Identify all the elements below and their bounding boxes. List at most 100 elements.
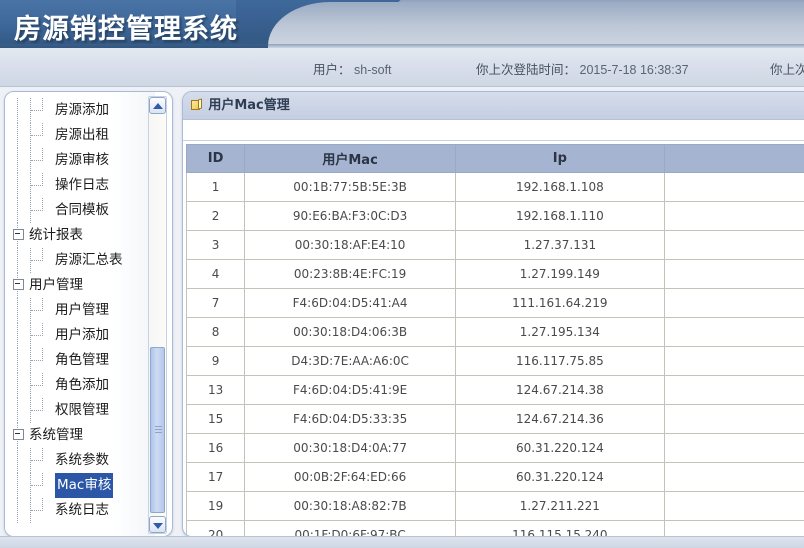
tree-line xyxy=(17,98,18,123)
cell-id: 20 xyxy=(185,520,246,536)
cell-name: 林东代 xyxy=(663,288,804,318)
table-row[interactable]: 400:23:8B:4E:FC:191.27.199.149公司客 xyxy=(185,259,804,289)
table-row[interactable]: 300:30:18:AF:E4:101.27.37.131宝石房产 xyxy=(185,230,804,260)
sidebar-item-6[interactable]: 统计报表 xyxy=(5,223,155,248)
cell-ip: 60.31.220.124 xyxy=(454,462,665,492)
cell-mac: F4:6D:04:D5:33:35 xyxy=(244,404,456,434)
tree-line xyxy=(42,398,43,411)
sidebar-item-15[interactable]: 系统参数 xyxy=(5,448,155,473)
tree-line xyxy=(42,148,43,161)
tree-line xyxy=(30,448,31,473)
cell-mac: 00:30:18:AF:E4:10 xyxy=(244,230,456,260)
sidebar-item-label: 系统日志 xyxy=(55,502,109,518)
chevron-up-icon xyxy=(153,103,163,109)
tree-line xyxy=(31,160,41,161)
column-header-mac[interactable]: 用户Mac xyxy=(244,144,456,173)
app-banner: 房源销控管理系统 xyxy=(0,0,804,48)
sidebar-item-17[interactable]: 系统日志 xyxy=(5,498,155,523)
sidebar-item-label: Mac审核 xyxy=(55,473,114,498)
tree-line xyxy=(42,198,43,211)
column-header-name[interactable] xyxy=(663,144,804,173)
table-body: 100:1B:77:5B:5E:3B192.168.1.108圣豪290:E6:… xyxy=(185,172,804,536)
column-header-ip[interactable]: Ip xyxy=(454,144,665,173)
cell-mac: F4:6D:04:D5:41:9E xyxy=(244,375,456,405)
cell-mac: 00:30:18:D4:0A:77 xyxy=(244,433,456,463)
tree-line xyxy=(30,173,31,198)
collapse-icon[interactable] xyxy=(13,229,24,240)
mac-table: ID 用户Mac Ip 1 00:1B:77:5B:5E:3B 192.168.1.… xyxy=(185,144,804,536)
tree-line xyxy=(31,110,41,111)
column-header-id[interactable]: ID xyxy=(185,144,246,173)
cell-name: 克旗客户 xyxy=(663,346,804,376)
sidebar-item-12[interactable]: 角色添加 xyxy=(5,373,155,398)
tree-line xyxy=(30,398,31,423)
tree-line xyxy=(30,148,31,173)
cell-ip: 1.27.211.221 xyxy=(454,491,665,521)
sidebar-item-1[interactable]: 房源添加 xyxy=(5,98,155,123)
tree-line xyxy=(17,348,18,373)
sidebar-item-14[interactable]: 系统管理 xyxy=(5,423,155,448)
cell-name: 公司 xyxy=(663,317,804,347)
last-login-info-secondary: 你上次 xyxy=(770,63,804,77)
panel-title: 用户Mac管理 xyxy=(208,98,290,113)
tree-line xyxy=(31,135,41,136)
collapse-icon[interactable] xyxy=(13,429,24,440)
app-title: 房源销控管理系统 xyxy=(14,14,238,45)
cell-mac: 00:1F:D0:6F:97:BC xyxy=(244,520,456,536)
tree-line xyxy=(17,398,18,423)
panel-title-bar: 用户Mac管理 xyxy=(183,92,804,120)
user-info-bar: 用户： sh-soft 你上次登陆时间： 2015-7-18 16:38:37 … xyxy=(0,48,804,87)
tree-line xyxy=(30,323,31,348)
sidebar-panel: 房源添加 房源出租 房源审核 操作日志 合同模板 统计报表 房源汇总表 用户管理 用户管理 用户添… xyxy=(4,91,173,537)
tree-line xyxy=(31,185,41,186)
collapse-icon[interactable] xyxy=(13,279,24,290)
table-row[interactable]: 800:30:18:D4:06:3B1.27.195.134公司 xyxy=(185,317,804,347)
tree-line xyxy=(30,473,31,498)
sidebar-item-3[interactable]: 房源审核 xyxy=(5,148,155,173)
sidebar-item-16[interactable]: Mac审核 xyxy=(5,473,155,498)
cell-id: 9 xyxy=(185,346,246,376)
sidebar-item-8[interactable]: 用户管理 xyxy=(5,273,155,298)
cell-ip: 1.27.37.131 xyxy=(454,230,665,260)
cell-id: 1 xyxy=(185,172,246,202)
scroll-up-button[interactable] xyxy=(149,97,166,114)
sidebar-item-label: 合同模板 xyxy=(55,202,109,218)
cell-mac: F4:6D:04:D5:41:A4 xyxy=(244,288,456,318)
sidebar-item-9[interactable]: 用户管理 xyxy=(5,298,155,323)
sidebar-item-4[interactable]: 操作日志 xyxy=(5,173,155,198)
tree-line xyxy=(42,473,43,486)
cell-ip: 116.117.75.85 xyxy=(454,346,665,376)
sidebar-item-2[interactable]: 房源出租 xyxy=(5,123,155,148)
sidebar-item-10[interactable]: 用户添加 xyxy=(5,323,155,348)
cell-name: 林东客户 xyxy=(663,375,804,405)
table-container: ID 用户Mac Ip 1 00:1B:77:5B:5E:3B 192.168.1.… xyxy=(183,141,804,536)
sidebar-item-label: 操作日志 xyxy=(55,177,109,193)
sidebar-item-7[interactable]: 房源汇总表 xyxy=(5,248,155,273)
tree-line xyxy=(31,485,41,486)
sidebar-item-5[interactable]: 合同模板 xyxy=(5,198,155,223)
tree-line xyxy=(31,385,41,386)
cell-mac: 00:30:18:D4:06:3B xyxy=(244,317,456,347)
scrollbar-thumb[interactable] xyxy=(150,347,165,513)
cell-mac: 00:23:8B:4E:FC:19 xyxy=(244,259,456,289)
cell-id: 15 xyxy=(185,404,246,434)
tree-line xyxy=(30,498,31,523)
tree-line xyxy=(17,248,18,273)
sidebar-item-label: 统计报表 xyxy=(29,227,83,243)
scroll-down-button[interactable] xyxy=(149,516,166,533)
tree-line xyxy=(30,123,31,148)
sidebar-item-11[interactable]: 角色管理 xyxy=(5,348,155,373)
sidebar-item-13[interactable]: 权限管理 xyxy=(5,398,155,423)
tree-line xyxy=(31,460,41,461)
sidebar-scrollbar[interactable] xyxy=(148,96,167,534)
